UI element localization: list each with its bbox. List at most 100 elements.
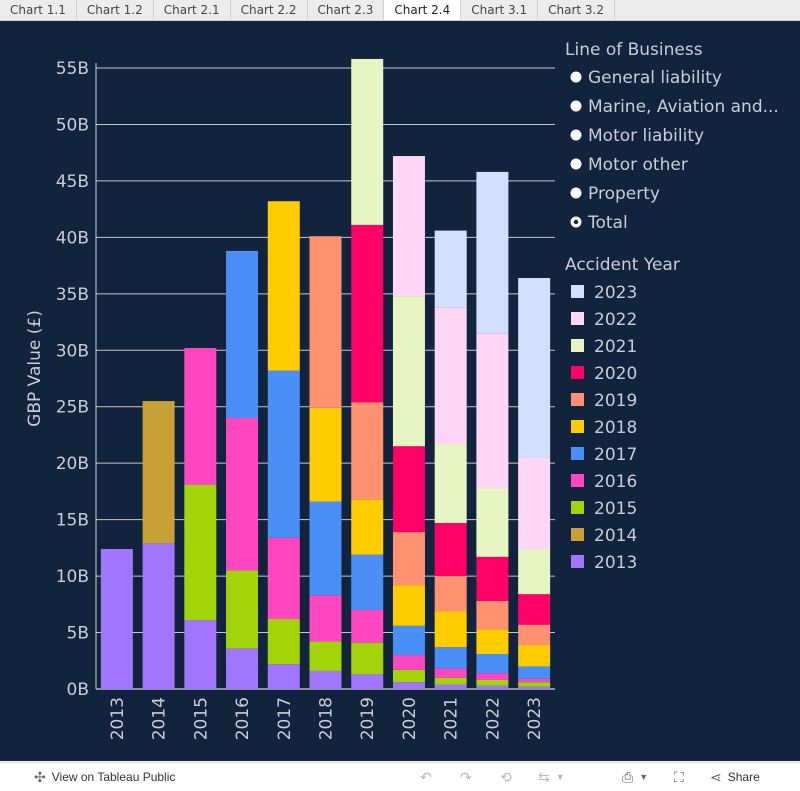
tab-chart-3-1[interactable]: Chart 3.1: [461, 0, 539, 20]
bar-segment-2022-year-2022[interactable]: [476, 333, 509, 489]
refresh-button[interactable]: ⇆ ▼: [538, 770, 565, 784]
bar-segment-2020-year-2022[interactable]: [392, 156, 425, 297]
bar-segment-2022-year-2023[interactable]: [476, 171, 509, 334]
bar-segment-2016-year-2013[interactable]: [226, 648, 259, 689]
bar-segment-2017-year-2017[interactable]: [267, 370, 300, 538]
bar-segment-2023-year-2018[interactable]: [518, 644, 551, 667]
legend-year-label[interactable]: 2018: [594, 418, 637, 438]
legend-option-label[interactable]: Marine, Aviation and...: [588, 97, 779, 117]
bar-segment-2018-year-2019[interactable]: [309, 236, 342, 408]
bar-segment-2020-year-2017[interactable]: [392, 625, 425, 656]
bar-segment-2020-year-2016[interactable]: [392, 655, 425, 670]
bar-segment-2021-year-2015[interactable]: [434, 677, 467, 685]
bar-segment-2021-year-2016[interactable]: [434, 668, 467, 678]
bar-segment-2022-year-2013[interactable]: [476, 685, 509, 689]
bar-segment-2021-year-2019[interactable]: [434, 576, 467, 612]
bar-segment-2015-year-2013[interactable]: [184, 620, 217, 689]
bar-segment-2022-year-2017[interactable]: [476, 653, 509, 674]
bar-segment-2020-year-2020[interactable]: [392, 446, 425, 533]
bar-segment-2022-year-2020[interactable]: [476, 556, 509, 601]
bar-segment-2020-year-2021[interactable]: [392, 296, 425, 447]
legend-swatch-2019[interactable]: [571, 393, 584, 406]
bar-segment-2021-year-2013[interactable]: [434, 684, 467, 689]
undo-button[interactable]: ↶: [420, 770, 432, 784]
legend-swatch-2022[interactable]: [571, 312, 584, 325]
bar-segment-2016-year-2017[interactable]: [226, 250, 259, 419]
legend-year-label[interactable]: 2015: [594, 499, 637, 519]
legend-year-label[interactable]: 2020: [594, 364, 637, 384]
bar-segment-2015-year-2016[interactable]: [184, 348, 217, 485]
bar-segment-2023-year-2016[interactable]: [518, 678, 551, 683]
legend-year-label[interactable]: 2013: [594, 553, 637, 573]
legend-swatch-2014[interactable]: [571, 528, 584, 541]
bar-segment-2020-year-2015[interactable]: [392, 669, 425, 683]
bar-segment-2018-year-2013[interactable]: [309, 670, 342, 689]
bar-segment-2023-year-2020[interactable]: [518, 594, 551, 625]
bar-segment-2017-year-2015[interactable]: [267, 618, 300, 665]
bar-segment-2021-year-2017[interactable]: [434, 647, 467, 669]
bar-segment-2016-year-2015[interactable]: [226, 570, 259, 649]
bar-segment-2018-year-2015[interactable]: [309, 641, 342, 671]
legend-option-label[interactable]: Total: [587, 213, 628, 233]
legend-year-label[interactable]: 2017: [594, 445, 637, 465]
tab-chart-1-1[interactable]: Chart 1.1: [0, 0, 77, 20]
bar-segment-2022-year-2021[interactable]: [476, 488, 509, 557]
bar-segment-2020-year-2018[interactable]: [392, 585, 425, 626]
bar-segment-2020-year-2019[interactable]: [392, 532, 425, 586]
bar-segment-2018-year-2018[interactable]: [309, 407, 342, 502]
bar-segment-2021-year-2022[interactable]: [434, 307, 467, 444]
fullscreen-button[interactable]: ⛶: [674, 770, 684, 784]
legend-swatch-2018[interactable]: [571, 420, 584, 433]
bar-segment-2019-year-2019[interactable]: [351, 402, 384, 500]
legend-year-label[interactable]: 2016: [594, 472, 637, 492]
legend-year-label[interactable]: 2022: [594, 310, 637, 330]
redo-button[interactable]: ↷: [460, 770, 472, 784]
bar-segment-2023-year-2019[interactable]: [518, 624, 551, 645]
bar-segment-2023-year-2022[interactable]: [518, 457, 551, 549]
bar-segment-2017-year-2016[interactable]: [267, 537, 300, 619]
legend-option-label[interactable]: General liability: [588, 68, 722, 88]
bar-segment-2014-year-2013[interactable]: [142, 543, 175, 689]
legend-swatch-2017[interactable]: [571, 447, 584, 460]
legend-option-label[interactable]: Property: [588, 184, 660, 204]
bar-segment-2018-year-2017[interactable]: [309, 501, 342, 596]
bar-segment-2014-year-2014[interactable]: [142, 401, 175, 544]
legend-option-label[interactable]: Motor liability: [588, 126, 704, 146]
radio-button-icon[interactable]: [570, 71, 582, 83]
legend-swatch-2020[interactable]: [571, 366, 584, 379]
bar-segment-2023-year-2013[interactable]: [518, 686, 551, 689]
bar-segment-2019-year-2015[interactable]: [351, 642, 384, 675]
bar-segment-2015-year-2015[interactable]: [184, 484, 217, 621]
bar-segment-2017-year-2013[interactable]: [267, 664, 300, 689]
bar-segment-2016-year-2016[interactable]: [226, 418, 259, 571]
bar-segment-2021-year-2023[interactable]: [434, 230, 467, 308]
bar-segment-2021-year-2020[interactable]: [434, 523, 467, 577]
radio-button-icon[interactable]: [570, 129, 582, 141]
revert-button[interactable]: ⟲: [500, 770, 512, 784]
bar-segment-2021-year-2021[interactable]: [434, 443, 467, 524]
bar-segment-2023-year-2023[interactable]: [518, 278, 551, 458]
radio-button-icon[interactable]: [570, 187, 582, 199]
legend-swatch-2023[interactable]: [571, 285, 584, 298]
bar-segment-2023-year-2021[interactable]: [518, 548, 551, 595]
tab-chart-2-2[interactable]: Chart 2.2: [231, 0, 308, 20]
share-button[interactable]: ⋖ Share: [710, 770, 760, 784]
bar-segment-2022-year-2015[interactable]: [476, 679, 509, 686]
legend-swatch-2013[interactable]: [571, 555, 584, 568]
radio-button-icon[interactable]: [570, 100, 582, 112]
bar-segment-2019-year-2017[interactable]: [351, 554, 384, 610]
bar-segment-2019-year-2013[interactable]: [351, 674, 384, 689]
bar-segment-2019-year-2018[interactable]: [351, 499, 384, 555]
bar-segment-2019-year-2016[interactable]: [351, 609, 384, 643]
bar-segment-2018-year-2016[interactable]: [309, 595, 342, 642]
bar-segment-2022-year-2019[interactable]: [476, 600, 509, 630]
legend-year-label[interactable]: 2014: [594, 526, 637, 546]
legend-year-label[interactable]: 2021: [594, 337, 637, 357]
bar-segment-2020-year-2013[interactable]: [392, 682, 425, 689]
legend-swatch-2016[interactable]: [571, 474, 584, 487]
legend-year-label[interactable]: 2023: [594, 283, 637, 303]
bar-segment-2019-year-2020[interactable]: [351, 224, 384, 403]
bar-segment-2019-year-2021[interactable]: [351, 58, 384, 225]
bar-segment-2022-year-2018[interactable]: [476, 629, 509, 654]
bar-segment-2023-year-2015[interactable]: [518, 682, 551, 687]
